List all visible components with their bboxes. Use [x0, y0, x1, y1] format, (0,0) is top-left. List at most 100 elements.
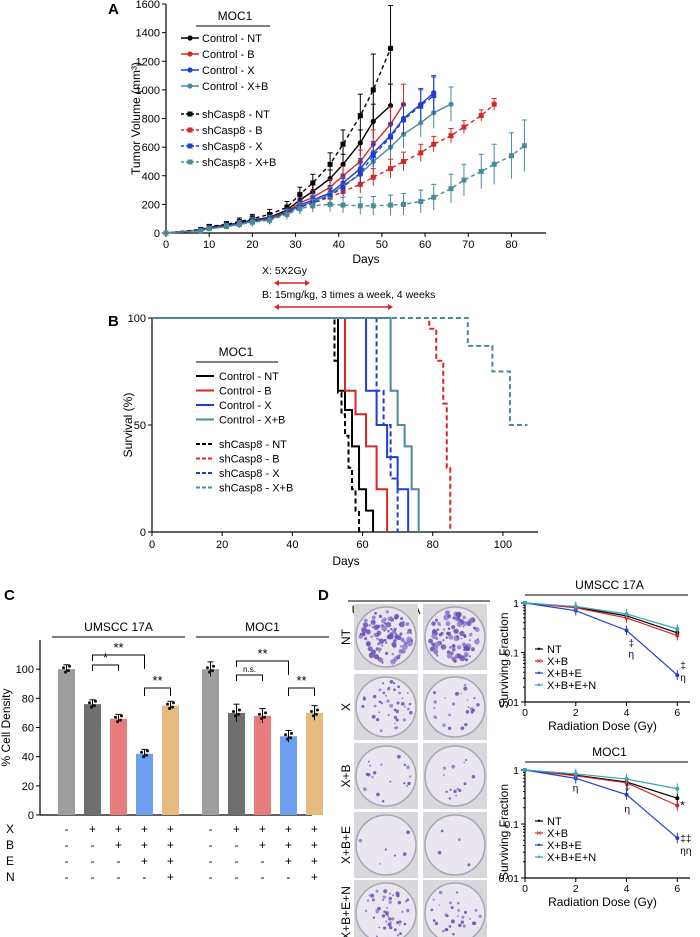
a-point-shcasp8-x-b	[327, 201, 333, 207]
schedule-x-arrowhead-left	[274, 280, 279, 286]
d-colony	[400, 617, 404, 621]
d-colony	[399, 932, 403, 936]
c-condition-mark: -	[65, 854, 69, 868]
c-condition-mark: +	[115, 822, 122, 836]
a-legend-label-control-x-b: Control - X+B	[202, 81, 268, 93]
d-colony	[446, 652, 453, 659]
c-condition-mark: +	[167, 854, 174, 868]
d-colony	[391, 917, 395, 921]
panel-label-d: D	[318, 587, 329, 604]
d-colony	[383, 617, 387, 621]
schedule-b-arrowhead-right	[388, 304, 393, 310]
dtop-curve-x-b-e	[524, 602, 678, 676]
d-colony	[362, 787, 367, 792]
d-colony	[389, 780, 392, 783]
d-colony	[379, 729, 383, 733]
d-colony	[466, 699, 469, 702]
c-replicate-dot	[64, 670, 67, 674]
a-point-control-nt	[327, 176, 333, 182]
a-y-tick-label: 600	[142, 142, 160, 154]
d-colony	[431, 642, 436, 647]
b-legend-label-control-nt: Control - NT	[219, 371, 279, 383]
b-survival-curve-shcasp8-x-b	[152, 317, 528, 426]
d-colony	[385, 920, 388, 923]
d-colony	[364, 637, 368, 641]
c-replicate-dot	[264, 711, 267, 715]
d-colony	[375, 647, 380, 651]
d-colony	[366, 899, 370, 902]
d-colony	[398, 691, 402, 695]
b-legend-title: MOC1	[219, 345, 254, 359]
c-condition-mark: +	[311, 822, 318, 836]
a-legend-label-shcasp8-b: shCasp8 - B	[202, 125, 263, 137]
d-colony	[410, 632, 413, 635]
d-colony	[478, 914, 482, 918]
d-colony	[406, 830, 410, 835]
d-colony	[403, 763, 406, 767]
d-colony	[382, 895, 386, 899]
c-condition-mark: -	[143, 870, 147, 884]
d-colony	[362, 697, 366, 701]
c-condition-label-e: E	[6, 854, 14, 868]
c-condition-mark: -	[209, 870, 213, 884]
d-colony	[389, 680, 394, 684]
a-y-tick-label: 0	[154, 228, 160, 240]
d-colony	[437, 850, 442, 855]
d-colony	[387, 616, 392, 622]
b-survival-curve-control-x-b	[152, 317, 420, 532]
c-replicate-dot	[263, 715, 266, 719]
c-bar-moc1-x	[228, 712, 245, 815]
d-colony	[398, 920, 402, 924]
d-colony	[395, 726, 399, 730]
d-colony	[432, 898, 435, 901]
a-point-shcasp8-x-b	[521, 143, 527, 149]
c-condition-mark: -	[65, 822, 69, 836]
a-x-tick-label: 40	[333, 239, 345, 251]
d-colony	[448, 925, 452, 928]
a-point-shcasp8-x	[418, 103, 424, 109]
d-colony	[367, 760, 370, 763]
c-replicate-dot	[211, 669, 214, 673]
d-plate-row-label-nt: NT	[339, 628, 353, 645]
d-colony	[386, 699, 390, 703]
dtop-legend-label-x-b: X+B	[547, 656, 568, 668]
a-y-tick-label: 1400	[136, 28, 160, 40]
d-colony	[441, 929, 445, 933]
dtop-annotation: η	[629, 649, 635, 660]
d-colony	[381, 661, 384, 664]
dtop-y-axis-label: Surviving Fraction	[497, 612, 511, 708]
d-colony	[400, 702, 405, 706]
b-legend-label-shcasp8-x: shCasp8 - X	[219, 468, 280, 480]
d-colony	[445, 621, 451, 626]
d-colony	[359, 632, 363, 636]
d-colony	[433, 649, 439, 655]
d-colony	[368, 764, 372, 767]
a-point-shcasp8-x-b	[249, 219, 255, 225]
dtop-x-tick-label: 6	[674, 707, 680, 719]
d-colony	[445, 611, 450, 616]
c-condition-mark: -	[209, 854, 213, 868]
d-colony	[381, 799, 385, 803]
d-colony	[452, 644, 455, 648]
d-colony	[428, 638, 433, 644]
c-replicate-dot	[168, 707, 171, 711]
dbottom-annotation: ‡	[625, 783, 631, 794]
c-replicate-dot	[67, 669, 70, 673]
dbottom-legend-label-x-b-e-n: X+B+E+N	[547, 852, 596, 864]
d-colony	[463, 683, 467, 687]
c-condition-mark: +	[141, 854, 148, 868]
b-y-tick-label: 50	[134, 420, 146, 432]
b-x-tick-label: 20	[216, 539, 228, 551]
dbottom-point-x-b-e	[624, 792, 629, 797]
c-replicate-dot	[237, 712, 240, 716]
a-point-shcasp8-nt	[340, 141, 346, 147]
a-point-shcasp8-x-b	[448, 186, 454, 192]
dtop-curve-x-b	[524, 602, 678, 637]
d-colony	[456, 635, 459, 638]
b-survival-curve-shcasp8-nt	[152, 317, 361, 532]
a-point-shcasp8-x-b	[418, 199, 424, 205]
a-y-axis-label: Tumor Volume (mm³)	[129, 62, 143, 175]
d-colony	[456, 645, 462, 650]
d-colony	[362, 622, 369, 628]
b-legend-label-shcasp8-nt: shCasp8 - NT	[219, 439, 287, 451]
